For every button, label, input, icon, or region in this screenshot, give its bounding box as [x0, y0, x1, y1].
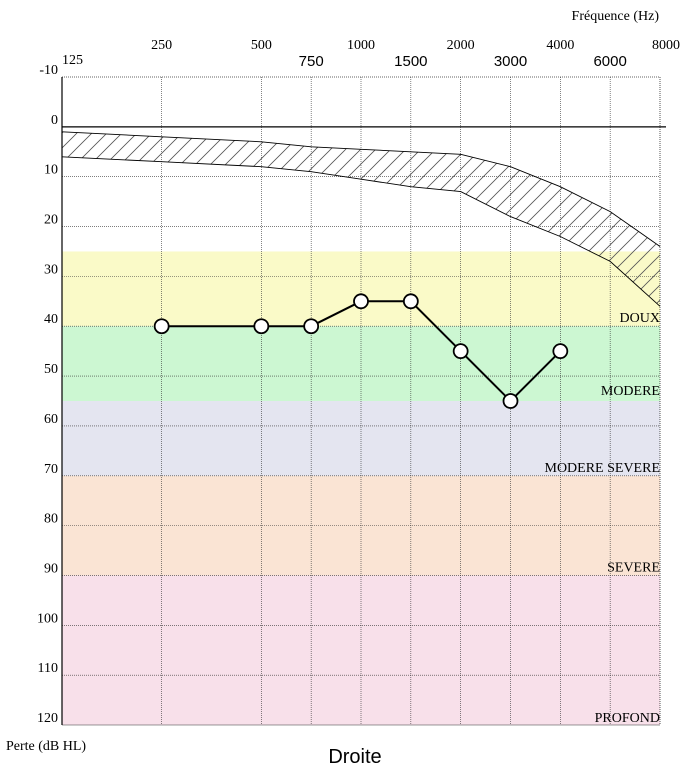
y-tick-label: 30 [44, 262, 58, 277]
data-point [353, 293, 369, 310]
y-tick-label: 0 [51, 113, 58, 128]
x-tick-label: 2000 [447, 38, 475, 53]
x-tick-label: 1000 [347, 38, 375, 53]
x-tick-label: 125 [62, 53, 83, 68]
x-tick-label: 1500 [394, 53, 427, 70]
y-tick-label: 20 [44, 213, 58, 228]
y-tick-label: 120 [37, 711, 58, 726]
data-point [303, 318, 320, 335]
x-tick-label: 750 [299, 53, 324, 70]
band-labels: DOUX MODERE MODERE SEVERE SEVERE PROFOND [545, 311, 661, 726]
y-tick-label: 40 [44, 312, 58, 327]
data-point [153, 318, 170, 335]
band-label-modere-severe: MODERE SEVERE [545, 461, 661, 476]
normal-zone-fill [62, 131, 660, 307]
x-tick-label: 4000 [546, 38, 574, 53]
y-tick-label: 110 [38, 661, 58, 676]
band-label-severe: SEVERE [607, 560, 660, 575]
band-label-modere: MODERE [601, 384, 660, 399]
y-tick-label: 60 [44, 412, 58, 427]
y-tick-label: -10 [39, 63, 58, 78]
x-tick-label: 8000 [652, 38, 680, 53]
series [153, 293, 569, 409]
chart-title: Droite [328, 746, 381, 768]
data-point [552, 343, 569, 360]
x-tick-label: 250 [151, 38, 172, 53]
x-axis-label: Fréquence (Hz) [572, 9, 660, 24]
normal-hearing-zone [61, 131, 661, 307]
tick-labels: -10 0 10 20 30 40 50 60 70 80 90 100 110 120 125 250 500… [37, 38, 680, 726]
y-tick-label: 90 [44, 561, 58, 576]
y-tick-label: 50 [44, 362, 58, 377]
y-tick-label: 70 [44, 462, 58, 477]
axes [61, 77, 666, 725]
x-tick-label: 3000 [494, 53, 527, 70]
band-label-profond: PROFOND [595, 711, 660, 726]
normal-zone-upper-edge [61, 131, 661, 247]
normal-zone-lower-edge [61, 156, 661, 307]
band-label-doux: DOUX [620, 311, 660, 326]
x-tick-label: 500 [251, 38, 272, 53]
data-point [402, 293, 419, 310]
data-point [452, 343, 469, 360]
y-axis-label: Perte (dB HL) [6, 739, 86, 754]
y-tick-label: 10 [44, 163, 58, 178]
series-line [161, 300, 562, 403]
y-tick-label: 100 [37, 611, 58, 626]
y-tick-label: 80 [44, 512, 58, 527]
x-tick-label: 6000 [593, 53, 626, 70]
data-point [502, 393, 519, 409]
band-profond [62, 575, 660, 725]
data-point [253, 318, 270, 335]
